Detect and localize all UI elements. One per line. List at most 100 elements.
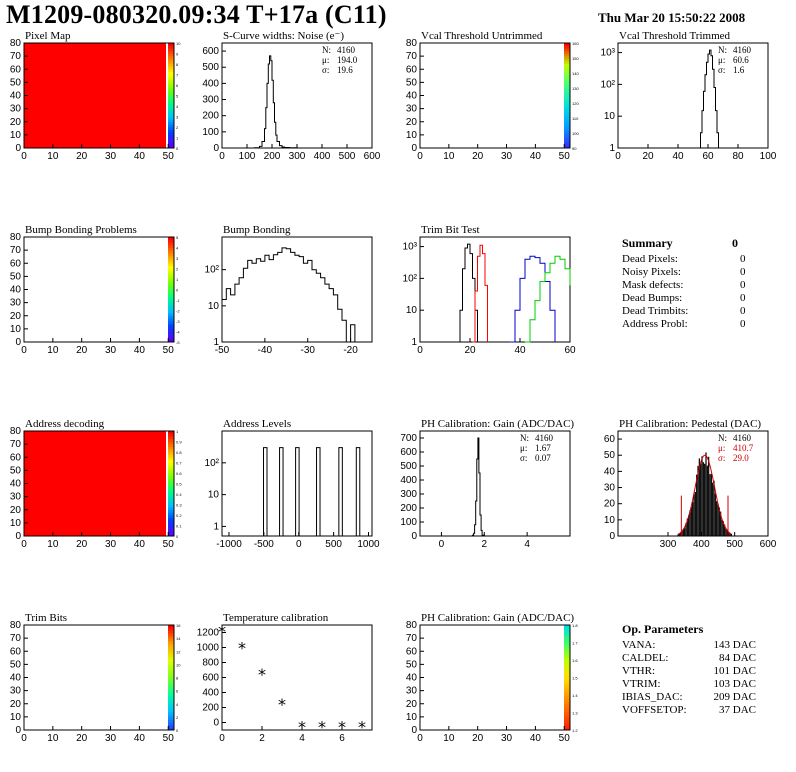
plot-frame: [617, 42, 769, 149]
y-tick-label: 40: [604, 466, 616, 477]
y-tick-label: 70: [10, 439, 22, 450]
colorbar-cell: [168, 528, 174, 532]
x-tick-label: 40: [134, 539, 146, 550]
colorbar-cell: [168, 250, 174, 254]
colorbar-cell: [564, 142, 570, 146]
colorbar-cell: [564, 100, 570, 104]
histogram-line: [697, 49, 719, 149]
histogram-line: [247, 55, 298, 149]
y-tick-label: 10²: [403, 273, 418, 284]
colorbar-cell: [168, 525, 174, 529]
colorbar-cell: [168, 100, 174, 104]
y-tick-label: 10: [10, 518, 22, 529]
colorbar-label: -2: [176, 309, 180, 314]
y-tick-label: 70: [10, 633, 22, 644]
colorbar-cell: [168, 339, 174, 343]
x-tick-label: 20: [76, 539, 88, 550]
colorbar-cell: [168, 331, 174, 335]
x-tick-label: 60: [702, 151, 714, 162]
colorbar-cell: [168, 77, 174, 81]
x-tick-label: 20: [464, 345, 476, 356]
data-point: *: [298, 717, 306, 736]
plot-frame: [419, 42, 571, 149]
colorbar-label: 1: [176, 277, 179, 282]
colorbar-cell: [168, 318, 174, 322]
histogram-peak: [338, 447, 343, 536]
stat-value: 4160: [337, 45, 356, 55]
x-tick-label: 40: [530, 151, 542, 162]
colorbar-cell: [168, 627, 174, 631]
x-tick-label: 20: [472, 151, 484, 162]
colorbar-cell: [168, 724, 174, 728]
colorbar-cell: [168, 129, 174, 133]
colorbar-cell: [168, 119, 174, 123]
heatmap-fill: [24, 43, 166, 148]
y-tick-label: 1: [213, 337, 219, 348]
colorbar-cell: [564, 129, 570, 133]
y-tick-label: 20: [604, 499, 616, 510]
colorbar-label: 0: [176, 534, 179, 539]
y-tick-label: 10: [604, 111, 616, 122]
colorbar-cell: [168, 674, 174, 678]
histogram-peak: [316, 447, 321, 536]
colorbar-cell: [168, 672, 174, 676]
x-tick-label: 30: [105, 539, 117, 550]
x-tick-label: 10: [47, 345, 59, 356]
x-tick-label: 50: [163, 151, 175, 162]
y-tick-label: 40: [10, 479, 22, 490]
colorbar-cell: [564, 90, 570, 94]
chart-title: Trim Bit Test: [421, 224, 480, 236]
colorbar-cell: [168, 134, 174, 138]
colorbar-cell: [168, 95, 174, 99]
plot-frame: [23, 624, 175, 731]
y-tick-label: 10: [10, 130, 22, 141]
colorbar-cell: [564, 79, 570, 83]
colorbar-label: 0.2: [176, 513, 182, 518]
colorbar-cell: [168, 127, 174, 130]
colorbar-label: 160: [572, 41, 579, 46]
chart-title: Bump Bonding: [223, 224, 291, 236]
chart-title: Temperature calibration: [223, 612, 329, 624]
colorbar-cell: [168, 632, 174, 636]
colorbar-label: 0: [176, 288, 179, 293]
series-line: [457, 243, 478, 343]
y-tick-label: 20: [10, 311, 22, 322]
colorbar-cell: [168, 258, 174, 261]
stat-label: σ:: [322, 65, 329, 75]
colorbar-cell: [168, 462, 174, 466]
x-tick-label: 40: [672, 151, 684, 162]
colorbar-cell: [168, 50, 174, 54]
y-tick-label: 10: [604, 515, 616, 526]
colorbar-label: 8: [176, 62, 179, 67]
colorbar-cell: [168, 515, 174, 518]
chart-scurve: S-Curve widths: Noise (e⁻) 0 100 200 300 400 5…: [202, 30, 380, 162]
stat-value: 4160: [535, 433, 554, 443]
chart-ph_gain: PH Calibration: Gain (ADC/DAC) 0 2 4 0 100 200…: [400, 418, 574, 550]
colorbar-cell: [168, 53, 174, 57]
colorbar-cell: [168, 446, 174, 450]
colorbar-cell: [168, 323, 174, 327]
colorbar-cell: [168, 478, 174, 482]
colorbar-cell: [168, 334, 174, 338]
colorbar-cell: [168, 69, 174, 73]
y-tick-label: 30: [10, 298, 22, 309]
colorbar-label: 4: [176, 104, 179, 109]
colorbar-cell: [168, 651, 174, 655]
stat-value: 410.7: [733, 443, 754, 453]
colorbar-cell: [564, 66, 570, 70]
colorbar-cell: [168, 664, 174, 668]
colorbar-cell: [168, 512, 174, 516]
x-tick-label: 100: [239, 151, 256, 162]
colorbar-cell: [168, 488, 174, 492]
colorbar-cell: [168, 244, 174, 248]
x-tick-label: 2: [259, 733, 265, 744]
chart-title: Vcal Threshold Trimmed: [619, 30, 731, 42]
y-tick-label: 0: [15, 143, 21, 154]
colorbar-cell: [168, 667, 174, 670]
colorbar-cell: [168, 661, 174, 665]
colorbar-cell: [564, 61, 570, 65]
y-tick-label: 60: [10, 64, 22, 75]
